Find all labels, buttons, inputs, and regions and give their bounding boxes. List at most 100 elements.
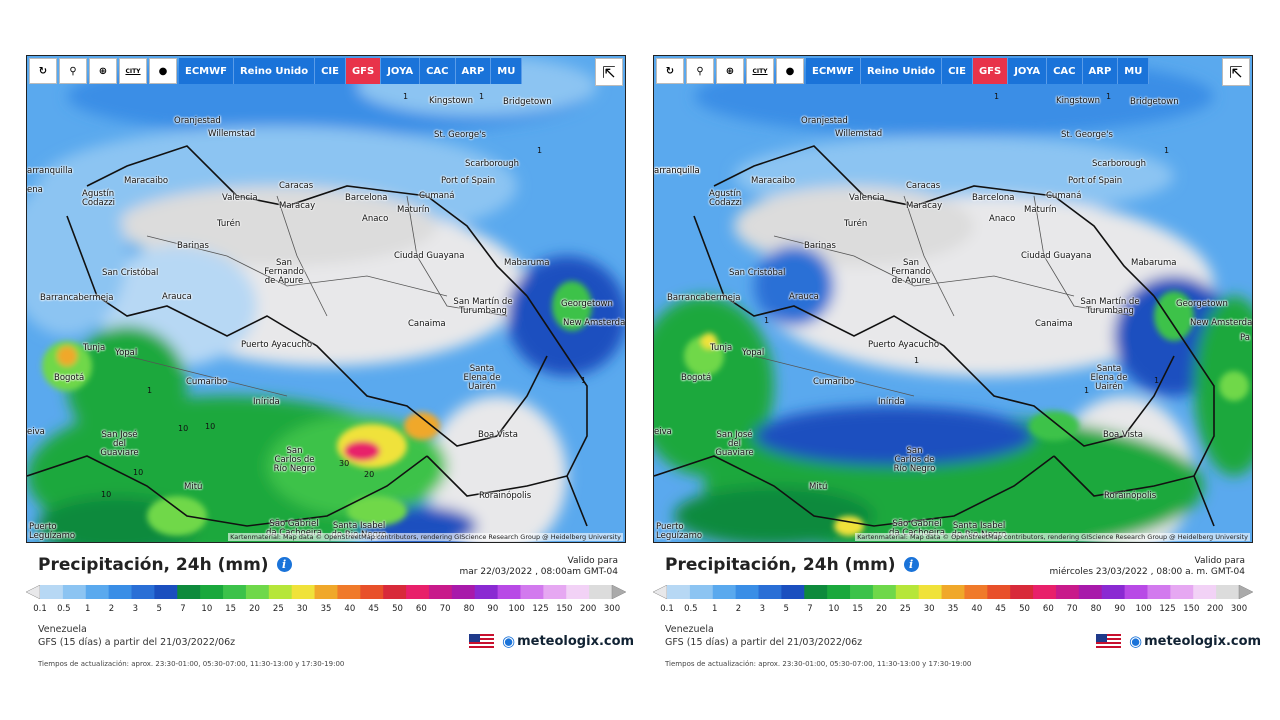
legend-tick-label: 60 xyxy=(1042,604,1054,614)
brand-logo[interactable]: ◉ meteologix.com xyxy=(469,632,634,650)
map-attribution: Kartenmaterial: Map data © OpenStreetMap… xyxy=(855,533,1250,541)
legend-swatch xyxy=(200,585,224,599)
model-button-ecmwf[interactable]: ECMWF xyxy=(179,58,234,84)
model-button-ecmwf[interactable]: ECMWF xyxy=(806,58,861,84)
point-icon[interactable]: ● xyxy=(149,58,177,84)
legend-tick-label: 125 xyxy=(1159,604,1176,614)
model-button-reino-unido[interactable]: Reino Unido xyxy=(233,58,316,84)
city-label: eiva xyxy=(654,427,672,437)
legend-tick-label: 30 xyxy=(923,604,935,614)
city-label: Inírida xyxy=(253,397,280,407)
brand-name: meteologix.com xyxy=(517,633,635,649)
model-button-joya[interactable]: JOYA xyxy=(1008,58,1048,84)
legend-tick-label: 90 xyxy=(1114,604,1126,614)
us-flag-icon[interactable] xyxy=(469,634,494,648)
city-label: Rorainópolis xyxy=(1104,491,1157,501)
contour-label: 20 xyxy=(364,470,375,479)
location-pin-icon[interactable]: ⚲ xyxy=(686,58,714,84)
brand-logo[interactable]: ◉ meteologix.com xyxy=(1096,632,1261,650)
city-icon[interactable]: CITY xyxy=(119,58,147,84)
update-times: Tiempos de actualización: aprox. 23:30-0… xyxy=(665,660,972,668)
city-label: San Fernando de Apure xyxy=(891,258,931,286)
city-label: Turén xyxy=(844,219,868,229)
share-icon[interactable]: ⇱ xyxy=(1222,58,1250,86)
city-label: Cumaribo xyxy=(813,377,855,387)
model-button-arp[interactable]: ARP xyxy=(455,58,492,84)
refresh-icon[interactable]: ↻ xyxy=(656,58,684,84)
model-button-gfs[interactable]: GFS xyxy=(345,58,382,84)
legend-tick-label: 90 xyxy=(487,604,499,614)
legend-tick-label: 25 xyxy=(272,604,284,614)
legend-swatch xyxy=(872,585,897,599)
city-label: Barinas xyxy=(177,241,209,251)
point-icon[interactable]: ● xyxy=(776,58,804,84)
model-button-cie[interactable]: CIE xyxy=(942,58,973,84)
city-label: San Carlos de Río Negro xyxy=(893,446,936,474)
legend-ticks: 0.1 0.5 1 2 3 5 7 10 15 20 25 30 35 40 45 50 60 70 80 90 100… xyxy=(33,604,620,616)
legend-swatch xyxy=(1147,585,1171,599)
contour-label: 1 xyxy=(403,92,409,101)
contour-label: 10 xyxy=(178,424,189,433)
legend-swatch xyxy=(291,585,316,599)
contour-label: 10 xyxy=(101,490,112,499)
legend-tick-label: 80 xyxy=(463,604,475,614)
city-label: Inírida xyxy=(878,397,905,407)
forecast-panel-right: ↻ ⚲ ⊕ CITY ● ECMWF Reino Unido CIE GFS J… xyxy=(653,55,1261,685)
legend-swatch xyxy=(1193,585,1217,599)
legend-tick-label: 25 xyxy=(899,604,911,614)
city-icon[interactable]: CITY xyxy=(746,58,774,84)
city-label: San José del Guaviare xyxy=(100,430,139,458)
legend-tick-label: 0.5 xyxy=(57,604,71,614)
legend-tick-label: 7 xyxy=(180,604,186,614)
model-button-gfs[interactable]: GFS xyxy=(972,58,1009,84)
city-label: St. George's xyxy=(1061,130,1113,140)
city-label: Maracaibo xyxy=(124,176,169,186)
legend-swatch xyxy=(1033,585,1057,599)
location-pin-icon[interactable]: ⚲ xyxy=(59,58,87,84)
model-button-joya[interactable]: JOYA xyxy=(381,58,421,84)
legend-tick-label: 40 xyxy=(971,604,983,614)
share-icon[interactable]: ⇱ xyxy=(595,58,623,86)
legend-tick-label: 10 xyxy=(201,604,213,614)
legend-tick-label: 100 xyxy=(508,604,525,614)
legend-swatch xyxy=(566,585,590,599)
contour-label: 1 xyxy=(994,92,1000,101)
zoom-icon[interactable]: ⊕ xyxy=(716,58,744,84)
legend-swatch xyxy=(383,585,407,599)
us-flag-icon[interactable] xyxy=(1096,634,1121,648)
zoom-icon[interactable]: ⊕ xyxy=(89,58,117,84)
model-button-mu[interactable]: MU xyxy=(491,58,523,84)
model-button-reino-unido[interactable]: Reino Unido xyxy=(860,58,943,84)
city-label: New Amsterdam xyxy=(1190,318,1253,328)
city-label: San Cristóbal xyxy=(729,268,786,278)
city-label: Maracaibo xyxy=(751,176,796,186)
legend-swatch xyxy=(689,585,714,599)
info-icon[interactable]: i xyxy=(276,557,292,572)
city-label: Santa Elena de Uairén xyxy=(1090,364,1128,392)
city-label: Cumaná xyxy=(419,191,455,201)
city-label: Willemstad xyxy=(835,129,883,139)
legend-swatch xyxy=(451,585,476,599)
legend-swatch xyxy=(108,585,133,599)
contour-label: 1 xyxy=(147,386,153,395)
model-button-cac[interactable]: CAC xyxy=(420,58,456,84)
city-label: Mitú xyxy=(184,482,203,492)
contour-label: 10 xyxy=(133,468,144,477)
model-button-mu[interactable]: MU xyxy=(1118,58,1150,84)
map-toolbar: ↻ ⚲ ⊕ CITY ● ECMWF Reino Unido CIE GFS J… xyxy=(29,58,523,84)
precipitation-map[interactable]: ↻ ⚲ ⊕ CITY ● ECMWF Reino Unido CIE GFS J… xyxy=(653,55,1253,543)
legend-tick-label: 200 xyxy=(580,604,597,614)
info-icon[interactable]: i xyxy=(903,557,919,572)
refresh-icon[interactable]: ↻ xyxy=(29,58,57,84)
legend-swatch xyxy=(223,585,247,599)
legend-tick-label: 50 xyxy=(392,604,403,614)
city-label: Georgetown xyxy=(1176,299,1228,309)
model-button-arp[interactable]: ARP xyxy=(1082,58,1119,84)
precipitation-map[interactable]: ↻ ⚲ ⊕ CITY ● ECMWF Reino Unido CIE GFS J… xyxy=(26,55,626,543)
model-button-cac[interactable]: CAC xyxy=(1047,58,1083,84)
contour-label: 1 xyxy=(537,146,543,155)
legend-swatch xyxy=(827,585,851,599)
legend-tick-label: 7 xyxy=(807,604,813,614)
model-button-cie[interactable]: CIE xyxy=(315,58,346,84)
legend-swatch xyxy=(918,585,943,599)
